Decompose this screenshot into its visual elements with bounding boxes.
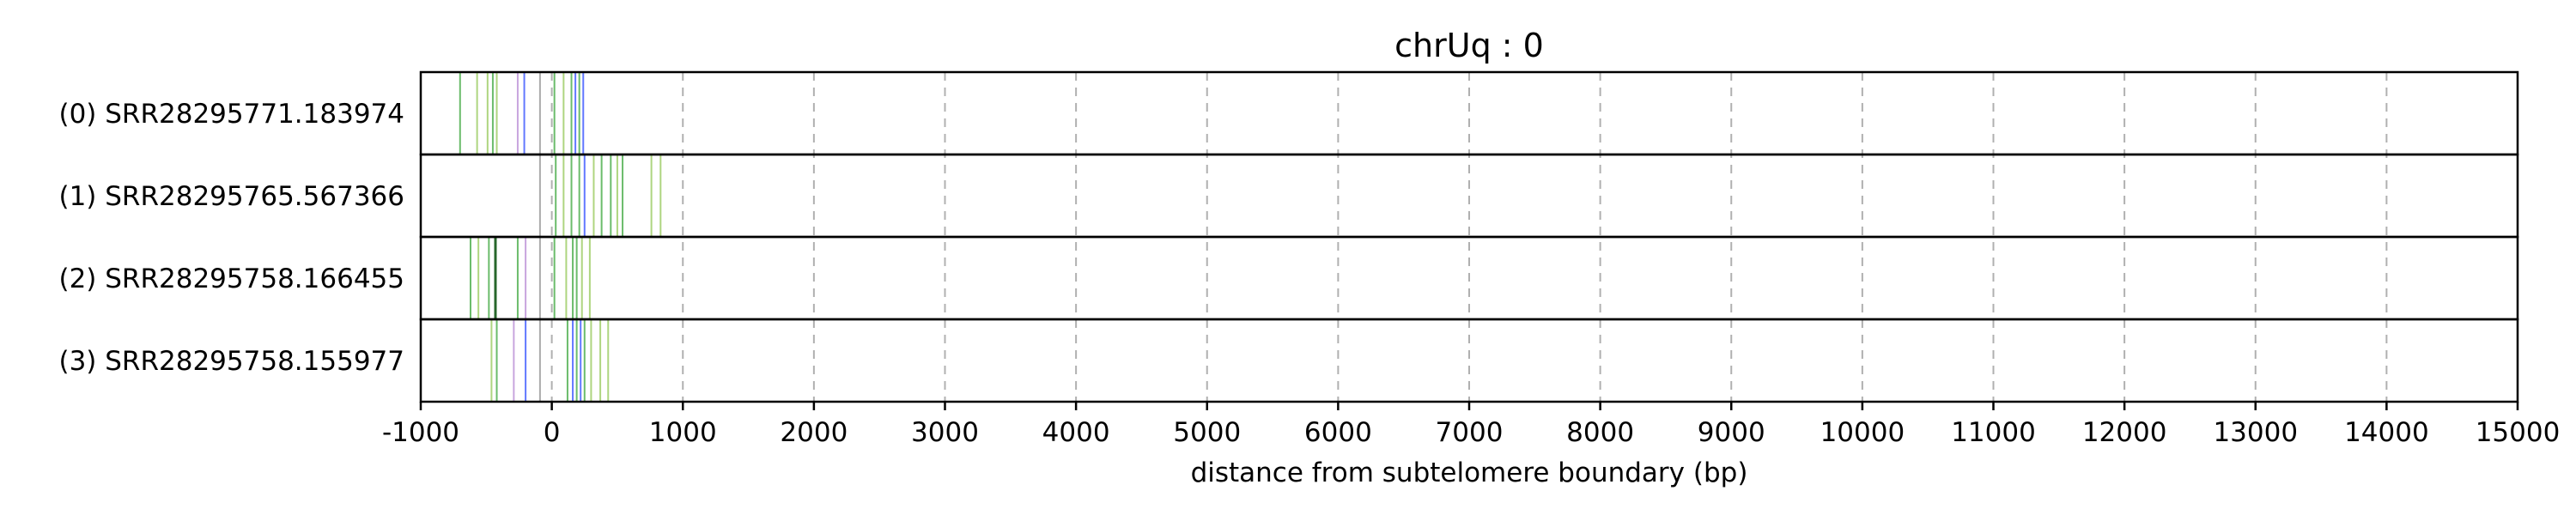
- x-tick-label: 4000: [1042, 417, 1110, 448]
- x-tick-label: -1000: [382, 417, 459, 448]
- x-tick-label: 3000: [911, 417, 979, 448]
- x-tick-label: 10000: [1820, 417, 1905, 448]
- x-tick-label: 14000: [2344, 417, 2429, 448]
- x-tick-label: 6000: [1304, 417, 1372, 448]
- grid-layer: [550, 72, 2388, 402]
- chart-title: chrUq : 0: [1394, 27, 1544, 64]
- x-tick-label: 9000: [1698, 417, 1765, 448]
- x-tick-label: 15000: [2476, 417, 2561, 448]
- x-tick-label: 0: [544, 417, 561, 448]
- x-axis: -1000 0 1000 2000 3000 4000 5000 6000 7000 8000 90…: [382, 402, 2560, 448]
- read-label: (2) SRR28295758.166455: [58, 264, 404, 294]
- x-tick-label: 11000: [1951, 417, 2036, 448]
- x-tick-label: 13000: [2213, 417, 2298, 448]
- x-tick-label: 8000: [1566, 417, 1634, 448]
- x-tick-label: 2000: [780, 417, 848, 448]
- read-label: (0) SRR28295771.183974: [58, 99, 404, 130]
- x-tick-label: 7000: [1436, 417, 1504, 448]
- marks-layer: [459, 73, 662, 401]
- read-label: (3) SRR28295758.155977: [58, 346, 404, 377]
- x-tick-label: 5000: [1173, 417, 1241, 448]
- row-labels: (0) SRR28295771.183974 (1) SRR28295765.56…: [58, 99, 404, 377]
- x-axis-label: distance from subtelomere boundary (bp): [1191, 457, 1748, 488]
- x-tick-label: 12000: [2082, 417, 2167, 448]
- x-tick-label: 1000: [649, 417, 717, 448]
- read-label: (1) SRR28295765.567366: [58, 181, 404, 212]
